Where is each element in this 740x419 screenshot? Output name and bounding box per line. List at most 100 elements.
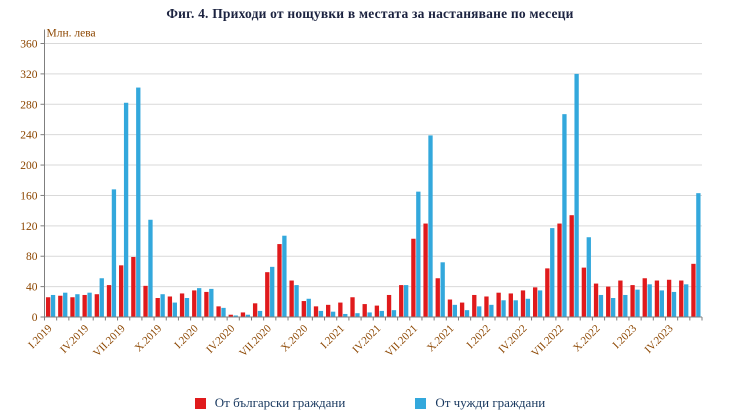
bar — [691, 263, 696, 317]
bar — [447, 299, 453, 317]
bar — [459, 302, 465, 317]
bar — [440, 262, 445, 317]
svg-text:IV.2023: IV.2023 — [642, 322, 676, 356]
x-axis-labels: I.2019 IV.2019 VII.2019 X.2019 I.2020 IV.2020… — [26, 322, 676, 359]
bar — [148, 219, 153, 317]
svg-text:280: 280 — [20, 99, 38, 111]
bar — [666, 279, 672, 317]
bar — [119, 265, 124, 317]
svg-text:VII.2019: VII.2019 — [91, 322, 128, 359]
bar — [63, 292, 68, 317]
bar — [472, 294, 477, 317]
bar — [184, 298, 190, 317]
bar — [240, 312, 246, 317]
svg-text:160: 160 — [20, 190, 38, 202]
bar — [330, 311, 336, 317]
bar — [520, 290, 526, 317]
bar — [301, 301, 306, 317]
bar — [533, 287, 538, 317]
bar — [635, 289, 640, 317]
bar — [696, 193, 701, 317]
bar — [45, 297, 51, 317]
bar — [525, 298, 531, 317]
bar — [94, 294, 99, 317]
svg-text:X.2022: X.2022 — [571, 323, 603, 355]
bar — [606, 286, 611, 317]
svg-text:200: 200 — [20, 160, 38, 172]
svg-text:I.2022: I.2022 — [464, 323, 493, 352]
bar — [277, 244, 282, 317]
bar — [245, 314, 251, 317]
bar — [545, 268, 550, 317]
bar — [391, 310, 397, 317]
legend-swatch-bulgarian-icon — [194, 397, 206, 409]
svg-text:VII.2022: VII.2022 — [529, 323, 566, 360]
bar — [550, 228, 555, 317]
svg-text:VII.2020: VII.2020 — [237, 322, 274, 359]
bar — [131, 256, 136, 317]
gridlines — [40, 43, 702, 318]
legend-item-foreign: От чужди граждани — [415, 395, 545, 411]
bar — [70, 297, 75, 317]
legend-label-bulgarian: От български граждани — [214, 395, 346, 410]
bar — [99, 278, 104, 317]
bar — [111, 189, 117, 317]
bar — [167, 296, 173, 317]
bar — [399, 285, 404, 317]
bar — [362, 304, 367, 317]
bar — [343, 313, 348, 317]
bar — [484, 296, 489, 317]
bar — [160, 294, 165, 317]
bar — [326, 304, 331, 317]
bar — [464, 310, 470, 317]
x-axis-tick-marks — [44, 317, 703, 321]
bar — [216, 306, 221, 317]
bar — [374, 305, 380, 317]
bar — [233, 315, 238, 317]
bar — [257, 310, 263, 317]
bar — [679, 280, 684, 317]
svg-text:I.2021: I.2021 — [318, 323, 347, 352]
bar — [306, 298, 311, 317]
bar — [586, 237, 591, 317]
bar — [50, 294, 56, 317]
bar — [172, 302, 177, 317]
bar — [204, 291, 209, 317]
svg-text:40: 40 — [26, 282, 38, 294]
bar — [562, 114, 567, 318]
legend: От български граждани От чужди граждани — [0, 395, 740, 411]
bar — [270, 266, 275, 317]
bar — [569, 215, 574, 317]
bar — [313, 306, 319, 317]
svg-text:IV.2021: IV.2021 — [350, 323, 383, 356]
bar — [403, 285, 409, 317]
bar — [574, 73, 579, 317]
bar — [155, 298, 160, 317]
bar — [477, 306, 482, 317]
bar — [350, 297, 355, 317]
bars-foreign — [50, 73, 701, 318]
svg-text:320: 320 — [20, 69, 38, 81]
bar — [179, 293, 185, 317]
svg-text:80: 80 — [26, 251, 38, 263]
bar — [501, 300, 506, 317]
bar — [75, 294, 80, 317]
bar — [537, 290, 543, 317]
bar — [428, 135, 433, 317]
bar — [355, 313, 360, 317]
bar — [123, 102, 129, 317]
svg-text:IV.2022: IV.2022 — [496, 323, 529, 356]
legend-item-bulgarian: От български граждани — [194, 395, 346, 411]
bar — [318, 310, 324, 317]
y-axis-tick-labels: 0 40 80 120 160 200 240 280 320 360 — [20, 39, 38, 325]
bar — [557, 223, 562, 317]
svg-text:I.2020: I.2020 — [172, 322, 201, 351]
svg-text:360: 360 — [20, 39, 38, 51]
legend-label-foreign: От чужди граждани — [435, 395, 546, 410]
svg-text:VII.2021: VII.2021 — [383, 323, 420, 360]
bar — [435, 278, 440, 317]
bar — [423, 223, 428, 317]
bar — [289, 280, 294, 317]
bar — [82, 294, 87, 317]
